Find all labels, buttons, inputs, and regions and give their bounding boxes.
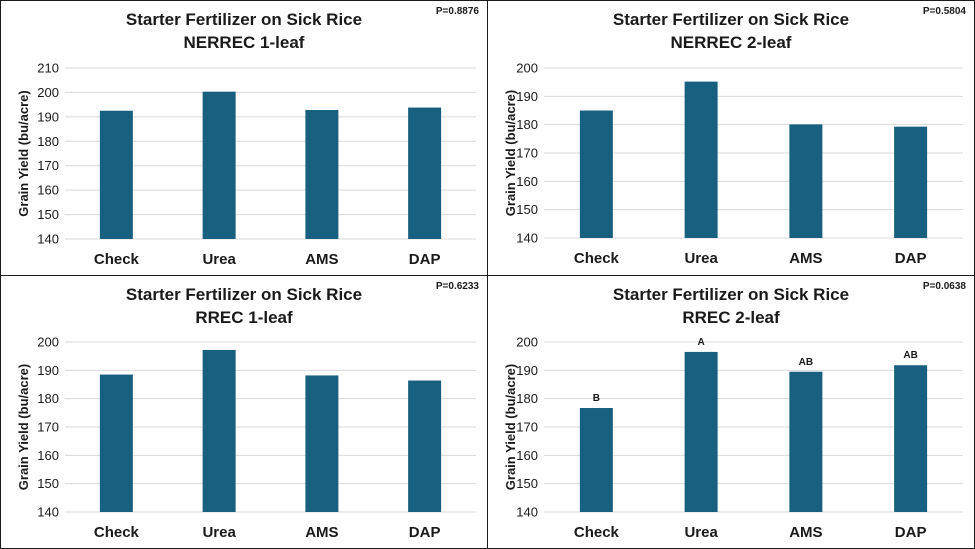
y-tick-label: 140 xyxy=(37,505,59,520)
x-tick-label: Urea xyxy=(202,251,236,268)
y-tick-label: 160 xyxy=(37,448,59,463)
y-tick-label: 190 xyxy=(37,109,59,124)
y-tick-label: 140 xyxy=(516,505,538,520)
y-tick-label: 150 xyxy=(516,476,538,491)
y-axis-label: Grain Yield (bu/acre) xyxy=(16,364,31,490)
y-tick-label: 200 xyxy=(516,335,538,350)
chart-subtitle: RREC 2-leaf xyxy=(682,308,780,327)
x-tick-label: DAP xyxy=(895,250,927,267)
x-tick-label: DAP xyxy=(409,251,441,268)
y-tick-label: 150 xyxy=(37,207,59,222)
chart-panel-2: Starter Fertilizer on Sick Rice NERREC 2-… xyxy=(487,0,975,276)
chart-title: Starter Fertilizer on Sick Rice xyxy=(613,10,849,29)
significance-label: B xyxy=(593,393,600,404)
y-tick-label: 160 xyxy=(516,448,538,463)
chart-title: Starter Fertilizer on Sick Rice xyxy=(126,285,362,304)
bar-dap xyxy=(408,380,442,512)
p-value-label: P=0.6233 xyxy=(436,281,480,292)
y-axis-label: Grain Yield (bu/acre) xyxy=(503,364,518,490)
significance-label: AB xyxy=(903,350,917,361)
bar-urea xyxy=(684,81,718,238)
y-tick-label: 170 xyxy=(37,158,59,173)
bar-check xyxy=(579,110,613,238)
x-tick-label: Urea xyxy=(202,524,236,541)
y-tick-label: 140 xyxy=(37,232,59,247)
bar-dap xyxy=(408,107,442,240)
chart-subtitle: RREC 1-leaf xyxy=(195,308,293,327)
x-tick-label: AMS xyxy=(789,250,822,267)
y-tick-label: 150 xyxy=(37,476,59,491)
chart-panel-3: Starter Fertilizer on Sick Rice RREC 1-le… xyxy=(0,275,488,549)
p-value-label: P=0.5804 xyxy=(923,6,967,17)
bar-check xyxy=(99,374,133,512)
bar-urea xyxy=(202,91,236,240)
y-tick-label: 170 xyxy=(516,146,538,161)
x-tick-label: DAP xyxy=(895,524,927,541)
y-tick-label: 190 xyxy=(37,363,59,378)
p-value-label: P=0.8876 xyxy=(436,6,480,17)
p-value-label: P=0.0638 xyxy=(923,281,967,292)
bar-dap xyxy=(894,126,928,238)
y-tick-label: 180 xyxy=(516,391,538,406)
x-tick-label: Check xyxy=(94,524,140,541)
x-tick-label: AMS xyxy=(789,524,822,541)
y-tick-label: 140 xyxy=(516,231,538,246)
y-tick-label: 200 xyxy=(37,85,59,100)
bar-dap xyxy=(894,365,928,512)
y-tick-label: 190 xyxy=(516,89,538,104)
bar-ams xyxy=(789,371,823,512)
significance-label: A xyxy=(698,337,705,348)
y-tick-label: 160 xyxy=(516,174,538,189)
y-tick-label: 200 xyxy=(37,335,59,350)
bar-urea xyxy=(684,351,718,512)
y-tick-label: 200 xyxy=(516,61,538,76)
chart-svg: Starter Fertilizer on Sick Rice NERREC 2-… xyxy=(503,6,967,267)
x-tick-label: Check xyxy=(574,250,620,267)
y-tick-label: 170 xyxy=(516,420,538,435)
bar-check xyxy=(579,408,613,512)
chart-title: Starter Fertilizer on Sick Rice xyxy=(613,285,849,304)
chart-panel-1: Starter Fertilizer on Sick Rice NERREC 1-… xyxy=(0,0,488,276)
x-tick-label: Urea xyxy=(684,524,718,541)
bar-check xyxy=(99,110,133,239)
x-tick-label: Check xyxy=(94,251,140,268)
x-tick-label: DAP xyxy=(409,524,441,541)
y-tick-label: 180 xyxy=(37,391,59,406)
bar-ams xyxy=(305,110,339,239)
x-tick-label: AMS xyxy=(305,524,338,541)
x-tick-label: Check xyxy=(574,524,620,541)
y-axis-label: Grain Yield (bu/acre) xyxy=(16,90,31,216)
chart-panel-4: Starter Fertilizer on Sick Rice RREC 2-le… xyxy=(487,275,975,549)
chart-title: Starter Fertilizer on Sick Rice xyxy=(126,10,362,29)
y-axis-label: Grain Yield (bu/acre) xyxy=(503,90,518,216)
bar-ams xyxy=(789,124,823,238)
y-tick-label: 210 xyxy=(37,61,59,76)
y-tick-label: 190 xyxy=(516,363,538,378)
chart-svg: Starter Fertilizer on Sick Rice RREC 2-le… xyxy=(503,281,967,541)
significance-label: AB xyxy=(799,357,813,368)
bar-urea xyxy=(202,349,236,512)
bar-ams xyxy=(305,375,339,512)
chart-subtitle: NERREC 1-leaf xyxy=(184,33,305,52)
x-tick-label: AMS xyxy=(305,251,338,268)
y-tick-label: 150 xyxy=(516,202,538,217)
y-tick-label: 170 xyxy=(37,420,59,435)
y-tick-label: 160 xyxy=(37,183,59,198)
y-tick-label: 180 xyxy=(37,134,59,149)
chart-svg: Starter Fertilizer on Sick Rice RREC 1-le… xyxy=(16,281,480,541)
chart-subtitle: NERREC 2-leaf xyxy=(671,33,792,52)
chart-svg: Starter Fertilizer on Sick Rice NERREC 1-… xyxy=(16,6,480,268)
x-tick-label: Urea xyxy=(684,250,718,267)
y-tick-label: 180 xyxy=(516,117,538,132)
